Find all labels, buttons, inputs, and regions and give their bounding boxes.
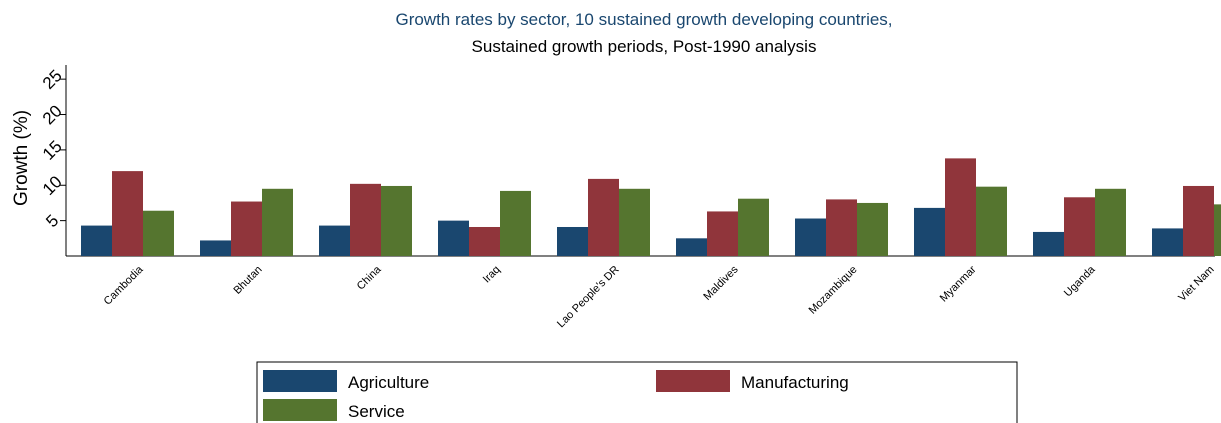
bar-service-4 xyxy=(619,188,650,256)
bar-manufacturing-1 xyxy=(231,201,262,256)
legend: Agriculture Manufacturing Service xyxy=(256,361,1018,423)
bar-service-1 xyxy=(262,188,293,256)
legend-label-service: Service xyxy=(348,402,405,421)
y-tick-label: 10 xyxy=(39,172,66,199)
bar-agriculture-0 xyxy=(81,225,112,256)
bar-agriculture-3 xyxy=(438,220,469,256)
legend-box xyxy=(256,361,1018,423)
bar-manufacturing-9 xyxy=(1183,185,1214,256)
x-tick-label: Lao People's DR xyxy=(555,264,622,331)
bar-service-9 xyxy=(1214,204,1221,256)
y-axis-label: Growth (%) xyxy=(11,110,32,206)
bar-agriculture-7 xyxy=(914,207,945,256)
bar-agriculture-5 xyxy=(676,238,707,256)
legend-label-agriculture: Agriculture xyxy=(348,373,429,392)
chart-subtitle: Sustained growth periods, Post-1990 anal… xyxy=(472,37,817,56)
bar-agriculture-4 xyxy=(557,226,588,256)
bar-manufacturing-0 xyxy=(112,171,143,256)
y-ticks: 5 10 15 20 25 xyxy=(39,66,66,231)
bar-service-8 xyxy=(1095,188,1126,256)
x-tick-label: Uganda xyxy=(1062,263,1098,299)
bar-agriculture-2 xyxy=(319,225,350,256)
bar-service-5 xyxy=(738,198,769,256)
legend-swatch-agriculture xyxy=(263,370,337,392)
x-tick-label: China xyxy=(355,263,384,292)
bar-manufacturing-2 xyxy=(350,183,381,256)
bar-agriculture-9 xyxy=(1152,228,1183,256)
x-tick-label: Iraq xyxy=(481,264,503,286)
bar-manufacturing-7 xyxy=(945,158,976,256)
y-tick-label: 5 xyxy=(42,211,62,231)
x-tick-label: Viet Nam xyxy=(1176,264,1216,304)
bar-service-7 xyxy=(976,186,1007,256)
bars-group xyxy=(81,158,1221,256)
chart-title: Growth rates by sector, 10 sustained gro… xyxy=(395,10,892,29)
legend-swatch-service xyxy=(263,399,337,421)
x-tick-label: Cambodia xyxy=(102,263,147,308)
legend-label-manufacturing: Manufacturing xyxy=(741,373,849,392)
bar-manufacturing-8 xyxy=(1064,197,1095,256)
y-tick-label: 25 xyxy=(39,66,66,93)
bar-agriculture-1 xyxy=(200,240,231,256)
bar-service-2 xyxy=(381,185,412,256)
bar-manufacturing-4 xyxy=(588,178,619,256)
legend-swatch-manufacturing xyxy=(656,370,730,392)
bar-agriculture-8 xyxy=(1033,231,1064,256)
bar-service-3 xyxy=(500,190,531,256)
bar-manufacturing-3 xyxy=(469,226,500,256)
y-tick-label: 15 xyxy=(39,137,66,164)
bar-manufacturing-6 xyxy=(826,199,857,256)
x-tick-label: Bhutan xyxy=(231,264,264,297)
x-tick-label: Myanmar xyxy=(938,263,979,304)
x-tick-label: Maldives xyxy=(701,263,741,303)
y-tick-label: 20 xyxy=(39,101,66,128)
bar-service-6 xyxy=(857,202,888,256)
bar-manufacturing-5 xyxy=(707,211,738,256)
x-tick-labels: Cambodia Bhutan China Iraq Lao People's DR Ma… xyxy=(102,263,1217,330)
bar-agriculture-6 xyxy=(795,218,826,256)
x-tick-label: Mozambique xyxy=(807,264,860,317)
bar-service-0 xyxy=(143,210,174,256)
